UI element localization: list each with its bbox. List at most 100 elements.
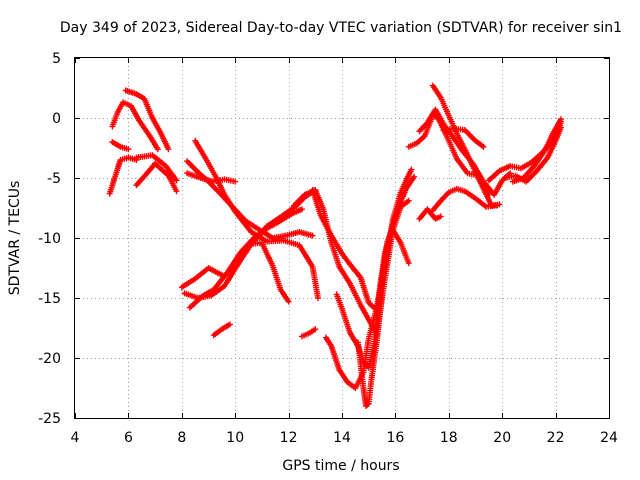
data-point	[466, 172, 469, 175]
data-point	[447, 114, 450, 117]
data-point	[167, 148, 170, 151]
data-point	[546, 156, 549, 159]
data-point	[311, 188, 314, 192]
data-point	[185, 160, 189, 163]
x-tick-label: 16	[386, 430, 404, 446]
y-axis-label: SDTVAR / TECUs	[7, 181, 23, 296]
data-point	[183, 292, 186, 295]
data-point	[220, 328, 224, 331]
data-point	[298, 230, 301, 234]
data-point	[135, 156, 138, 159]
data-point	[188, 306, 192, 309]
data-point	[239, 253, 242, 256]
x-tick-label: 22	[547, 430, 565, 446]
y-tick-label: -20	[38, 351, 61, 367]
data-point	[319, 214, 322, 217]
data-point	[340, 252, 344, 255]
series-arc-25	[416, 206, 444, 222]
data-point	[450, 133, 453, 136]
data-point	[474, 139, 477, 142]
data-point	[418, 217, 421, 220]
data-point	[234, 180, 237, 183]
data-point	[167, 174, 170, 177]
data-point	[492, 193, 496, 196]
data-point	[119, 158, 122, 162]
data-point	[127, 156, 130, 159]
data-point	[193, 277, 197, 280]
data-point	[375, 341, 378, 344]
series-arc-8	[192, 137, 321, 301]
data-point	[153, 162, 157, 165]
y-tick-label: -5	[47, 171, 61, 187]
data-point	[431, 209, 434, 212]
data-point	[367, 318, 370, 321]
data-point	[412, 175, 416, 178]
data-point	[482, 180, 485, 183]
data-point	[455, 187, 459, 190]
tick-layer: 4 6 8 10 12 14 16 18 20 22 24 5 0 -5 -10 -15 -20 -25	[38, 51, 618, 446]
data-point	[535, 169, 539, 172]
data-point	[407, 199, 410, 202]
data-point	[292, 204, 296, 207]
series-arc-14	[226, 239, 292, 305]
data-point	[287, 300, 290, 303]
series-arc-20	[355, 292, 385, 409]
data-point	[127, 148, 130, 151]
data-point	[311, 265, 314, 268]
data-point	[348, 282, 352, 285]
data-point	[434, 217, 437, 220]
data-point	[300, 208, 304, 211]
data-point	[346, 380, 349, 384]
data-point	[316, 296, 320, 300]
data-point	[330, 344, 333, 348]
data-point	[442, 122, 445, 126]
series-arc-15	[298, 326, 319, 340]
data-point	[223, 284, 226, 288]
x-tick-label: 10	[226, 430, 244, 446]
data-point	[551, 132, 555, 135]
series-arc-24	[429, 185, 500, 214]
data-point	[164, 164, 167, 168]
data-point	[356, 341, 360, 344]
data-point	[463, 148, 467, 151]
data-point	[511, 180, 515, 183]
data-point	[367, 366, 370, 369]
data-point	[151, 154, 154, 157]
y-tick-label: -15	[38, 291, 61, 307]
chart-title: Day 349 of 2023, Sidereal Day-to-day VTE…	[60, 20, 622, 36]
data-point	[455, 132, 459, 135]
series-arc-12	[181, 212, 287, 301]
data-point	[322, 208, 325, 211]
data-point	[308, 331, 312, 334]
data-point	[223, 193, 226, 196]
data-point	[223, 178, 226, 181]
data-point	[455, 157, 459, 160]
data-point	[530, 161, 533, 164]
x-tick-label: 6	[124, 430, 133, 446]
data-point	[303, 193, 306, 196]
data-point	[559, 118, 563, 121]
data-point	[196, 170, 200, 174]
data-point	[212, 288, 216, 291]
data-point	[391, 218, 394, 222]
series-layer	[106, 82, 564, 409]
data-point	[260, 241, 264, 244]
series-arc-29	[509, 116, 564, 185]
data-point	[324, 336, 328, 339]
data-point	[330, 234, 333, 237]
data-point	[204, 157, 208, 160]
data-point	[380, 294, 384, 297]
data-point	[399, 241, 402, 244]
data-point	[407, 145, 410, 148]
data-point	[228, 270, 232, 273]
data-point	[487, 179, 491, 182]
data-point	[501, 179, 504, 182]
y-tick-label: 5	[52, 51, 61, 67]
data-point	[185, 172, 189, 175]
data-point	[431, 84, 434, 87]
data-point	[330, 241, 333, 244]
data-point	[212, 180, 216, 183]
data-point	[359, 276, 362, 279]
series-arc-26	[440, 125, 487, 150]
